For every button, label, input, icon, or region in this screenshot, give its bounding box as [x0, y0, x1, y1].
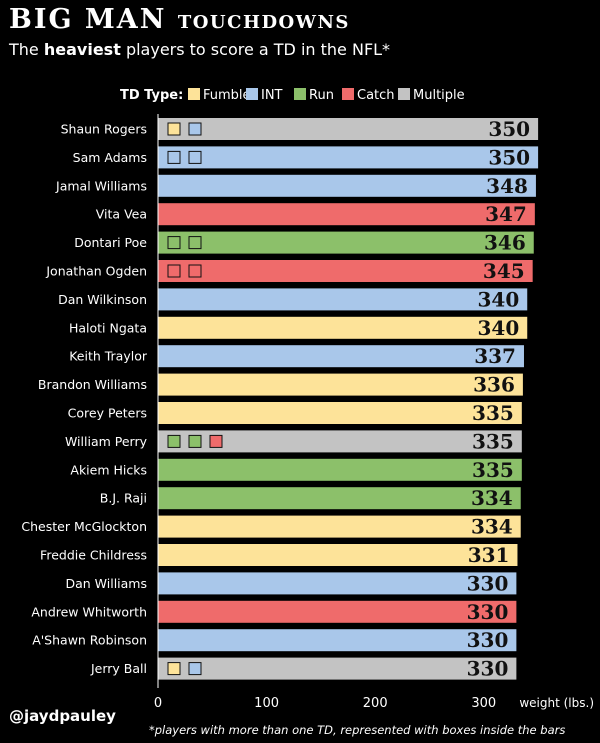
- legend-title: TD Type:: [120, 88, 183, 103]
- subtitle-post: players to score a TD in the NFL*: [125, 40, 391, 59]
- player-label: B.J. Raji: [100, 491, 147, 506]
- value-label: 350: [488, 145, 530, 169]
- td-box: [167, 122, 181, 136]
- bar: [158, 402, 522, 424]
- td-box: [167, 434, 181, 448]
- x-tick-label: 0: [154, 696, 162, 711]
- player-label: Jerry Ball: [90, 661, 147, 676]
- value-label: 350: [488, 117, 530, 141]
- bar: [158, 231, 534, 254]
- td-box: [167, 236, 181, 250]
- player-label: Sam Adams: [73, 150, 147, 165]
- x-tick-label: 100: [254, 696, 279, 711]
- player-label: Dontari Poe: [74, 235, 147, 250]
- legend-swatch-catch: [342, 88, 354, 100]
- bar: [158, 515, 521, 538]
- player-label: Keith Traylor: [69, 349, 148, 364]
- td-box: [167, 264, 181, 278]
- value-label: 347: [485, 202, 527, 226]
- player-label: A'Shawn Robinson: [32, 633, 147, 648]
- bar: [158, 629, 517, 652]
- legend-label-fumble: Fumble: [203, 88, 251, 103]
- legend-swatch-run: [294, 88, 306, 100]
- value-label: 334: [471, 515, 513, 539]
- legend-swatch-int: [246, 88, 258, 100]
- value-label: 335: [472, 458, 514, 482]
- value-label: 346: [484, 231, 526, 255]
- chart-title: BIG MAN TOUCHDOWNS: [9, 4, 350, 35]
- value-label: 340: [477, 316, 519, 340]
- value-label: 345: [483, 259, 525, 283]
- td-box: [188, 122, 202, 136]
- player-label: Andrew Whitworth: [31, 604, 147, 619]
- value-label: 330: [467, 628, 509, 652]
- subtitle-bold: heaviest: [43, 40, 121, 59]
- td-box: [188, 264, 202, 278]
- player-label: Brandon Williams: [38, 377, 147, 392]
- author-handle: @jaydpauley: [9, 707, 116, 725]
- title-big: BIG MAN: [9, 4, 167, 35]
- bar: [158, 657, 517, 680]
- td-box: [167, 662, 181, 676]
- value-label: 337: [474, 344, 516, 368]
- td-box: [167, 150, 181, 164]
- legend-swatch-multiple: [398, 88, 410, 100]
- bar: [158, 316, 528, 339]
- subtitle-pre: The: [9, 40, 39, 59]
- footnote: *players with more than one TD, represen…: [149, 723, 566, 737]
- bar: [158, 572, 517, 595]
- bar: [158, 458, 522, 481]
- bar: [158, 373, 523, 396]
- bar: [158, 544, 518, 566]
- player-label: Akiem Hicks: [70, 462, 147, 477]
- title-small: TOUCHDOWNS: [177, 12, 350, 33]
- bar: [158, 146, 539, 169]
- td-box: [209, 434, 223, 448]
- x-tick-label: 200: [363, 696, 388, 711]
- td-box: [188, 236, 202, 250]
- value-label: 335: [472, 429, 514, 453]
- player-label: Corey Peters: [68, 406, 147, 421]
- x-tick-label: 300: [471, 696, 496, 711]
- player-label: Chester McGlockton: [21, 519, 147, 534]
- legend-label-catch: Catch: [357, 88, 395, 103]
- value-label: 348: [486, 174, 528, 198]
- bar: [158, 430, 522, 453]
- td-box: [188, 662, 202, 676]
- value-label: 334: [471, 486, 513, 510]
- bar: [158, 345, 524, 368]
- bar: [158, 203, 535, 226]
- bar: [158, 600, 517, 623]
- value-label: 336: [473, 373, 515, 397]
- chart-subtitle: The heaviest players to score a TD in th…: [9, 40, 390, 59]
- value-label: 335: [472, 401, 514, 425]
- legend-swatch-fumble: [188, 88, 200, 100]
- player-label: Haloti Ngata: [69, 320, 147, 335]
- td-box: [188, 150, 202, 164]
- value-label: 330: [467, 657, 509, 681]
- legend-label-int: INT: [261, 88, 283, 103]
- bar: [158, 260, 533, 282]
- legend-label-multiple: Multiple: [413, 88, 465, 103]
- player-label: Vita Vea: [96, 207, 147, 222]
- td-box: [188, 434, 202, 448]
- player-label: Jonathan Ogden: [45, 264, 147, 279]
- player-label: Dan Williams: [65, 576, 147, 591]
- bar: [158, 487, 521, 510]
- value-label: 331: [468, 543, 510, 567]
- value-label: 340: [477, 287, 519, 311]
- legend-label-run: Run: [309, 88, 334, 103]
- bar: [158, 118, 539, 140]
- player-label: Dan Wilkinson: [58, 292, 147, 307]
- value-label: 330: [467, 571, 509, 595]
- player-label: William Perry: [65, 434, 148, 449]
- bar: [158, 288, 528, 311]
- player-label: Freddie Childress: [40, 548, 147, 563]
- player-label: Jamal Williams: [55, 178, 147, 193]
- value-label: 330: [467, 600, 509, 624]
- x-axis-label: weight (lbs.): [519, 696, 594, 710]
- player-label: Shaun Rogers: [61, 122, 147, 137]
- bar: [158, 174, 536, 197]
